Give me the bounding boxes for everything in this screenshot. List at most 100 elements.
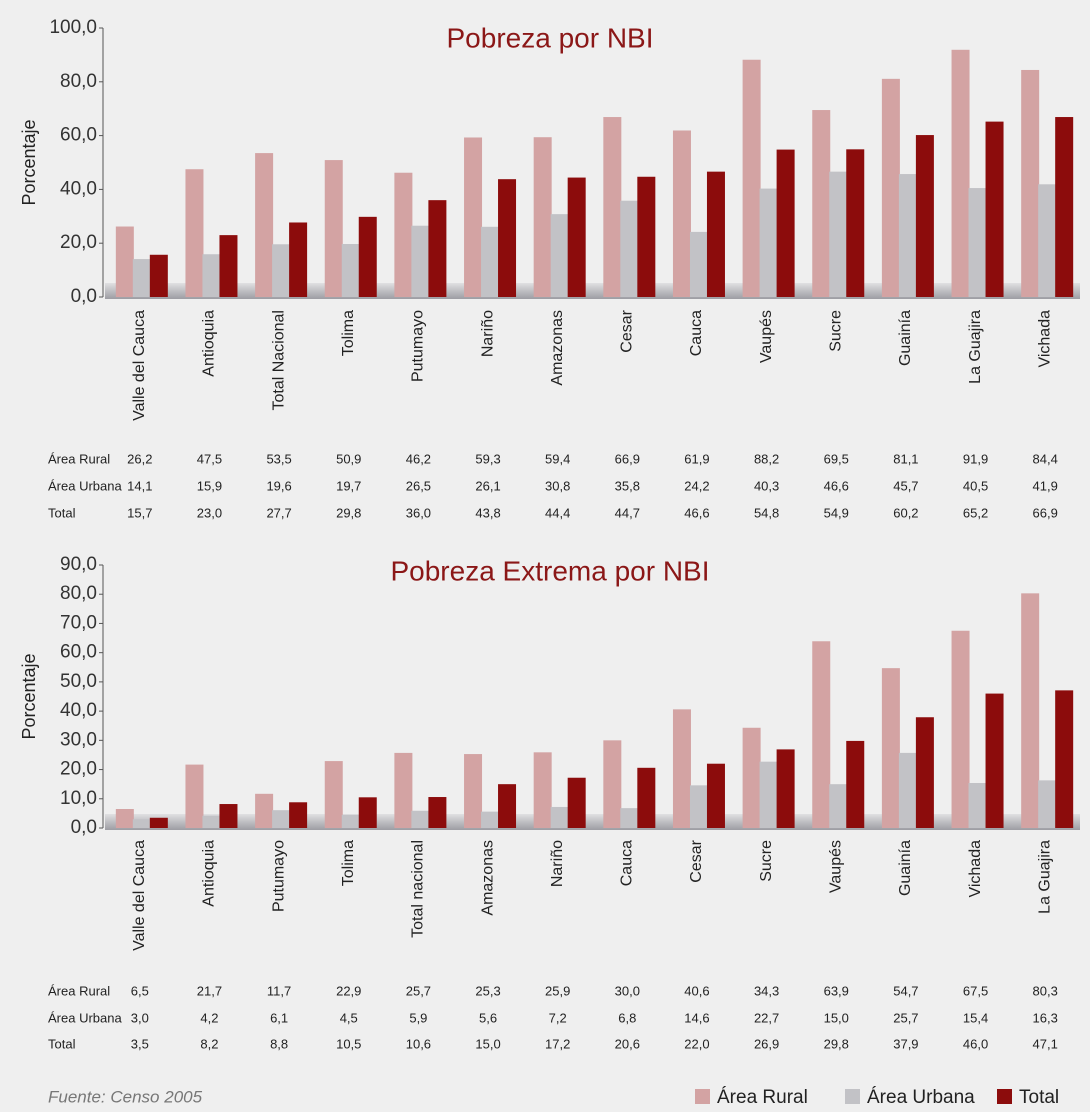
table-cell: 46,6 bbox=[824, 478, 849, 493]
table-cell: 6,8 bbox=[618, 1010, 636, 1025]
table-row-label: Total bbox=[48, 505, 76, 520]
bar bbox=[846, 740, 865, 828]
bar bbox=[829, 784, 848, 828]
y-tick-label: 0,0 bbox=[71, 286, 97, 307]
bar bbox=[428, 200, 447, 297]
bar bbox=[1038, 780, 1057, 828]
x-tick-label: Sucre bbox=[827, 310, 844, 352]
table-cell: 45,7 bbox=[893, 478, 918, 493]
x-tick-label: Total Nacional bbox=[270, 310, 287, 411]
table-cell: 19,7 bbox=[336, 478, 361, 493]
bar bbox=[915, 135, 934, 297]
table-cell: 15,0 bbox=[824, 1010, 849, 1025]
bar bbox=[411, 810, 430, 828]
bar bbox=[812, 641, 831, 828]
table-cell: 25,9 bbox=[545, 983, 570, 998]
table-cell: 27,7 bbox=[266, 505, 291, 520]
bar bbox=[637, 176, 656, 297]
table-cell: 59,3 bbox=[475, 451, 500, 466]
bar bbox=[464, 754, 483, 828]
table-cell: 69,5 bbox=[824, 451, 849, 466]
y-tick-label: 60,0 bbox=[60, 125, 97, 146]
table-cell: 6,1 bbox=[270, 1010, 288, 1025]
table-cell: 66,9 bbox=[615, 451, 640, 466]
y-tick-label: 60,0 bbox=[60, 642, 97, 663]
table-cell: 59,4 bbox=[545, 451, 570, 466]
bar bbox=[341, 814, 360, 828]
table-cell: 23,0 bbox=[197, 505, 222, 520]
table-cell: 6,5 bbox=[131, 983, 149, 998]
bar bbox=[689, 785, 708, 828]
bar bbox=[567, 777, 586, 828]
bar bbox=[776, 149, 795, 297]
table-cell: 22,0 bbox=[684, 1036, 709, 1051]
x-tick-label: Guainía bbox=[897, 310, 914, 366]
table-cell: 8,2 bbox=[200, 1036, 218, 1051]
table-cell: 84,4 bbox=[1033, 451, 1058, 466]
y-tick-label: 40,0 bbox=[60, 700, 97, 721]
table-cell: 15,7 bbox=[127, 505, 152, 520]
y-axis-label: Porcentaje bbox=[19, 119, 39, 205]
table-row-label: Total bbox=[48, 1036, 76, 1051]
bar bbox=[149, 254, 168, 297]
y-tick-label: 90,0 bbox=[60, 554, 97, 575]
bar bbox=[812, 110, 831, 297]
chart-title: Pobreza por NBI bbox=[447, 22, 654, 53]
x-tick-label: Amazonas bbox=[549, 310, 566, 386]
source-note: Fuente: Censo 2005 bbox=[48, 1087, 203, 1106]
table-cell: 11,7 bbox=[267, 983, 291, 998]
legend-swatch bbox=[845, 1089, 860, 1104]
bar bbox=[567, 177, 586, 297]
legend-label: Total bbox=[1019, 1087, 1059, 1108]
y-tick-label: 20,0 bbox=[60, 232, 97, 253]
table-cell: 44,7 bbox=[615, 505, 640, 520]
bar bbox=[115, 809, 134, 828]
table-cell: 41,9 bbox=[1033, 478, 1058, 493]
table-row-label: Área Urbana bbox=[48, 1010, 122, 1025]
legend-label: Área Urbana bbox=[867, 1087, 975, 1108]
table-cell: 50,9 bbox=[336, 451, 361, 466]
bar bbox=[620, 200, 639, 297]
y-tick-label: 0,0 bbox=[71, 817, 97, 838]
x-tick-label: La Guajira bbox=[967, 310, 984, 384]
table-cell: 40,6 bbox=[684, 983, 709, 998]
bar bbox=[742, 59, 761, 297]
x-tick-label: Valle del Cauca bbox=[131, 840, 148, 951]
bar bbox=[394, 172, 413, 297]
bar bbox=[185, 169, 204, 297]
bar bbox=[689, 231, 708, 297]
table-cell: 46,0 bbox=[963, 1036, 988, 1051]
table-cell: 22,9 bbox=[336, 983, 361, 998]
bar bbox=[550, 214, 569, 297]
x-tick-label: La Guajira bbox=[1036, 840, 1053, 914]
bar bbox=[132, 259, 151, 297]
bar bbox=[533, 137, 552, 297]
table-cell: 19,6 bbox=[266, 478, 291, 493]
table-cell: 7,2 bbox=[549, 1010, 567, 1025]
bar bbox=[985, 121, 1004, 297]
x-tick-label: Tolima bbox=[340, 840, 357, 886]
table-cell: 40,5 bbox=[963, 478, 988, 493]
bar bbox=[846, 149, 865, 297]
table-cell: 8,8 bbox=[270, 1036, 288, 1051]
bar bbox=[255, 153, 274, 297]
table-cell: 14,6 bbox=[684, 1010, 709, 1025]
table-cell: 53,5 bbox=[266, 451, 291, 466]
bar bbox=[115, 226, 134, 297]
bar bbox=[898, 752, 917, 828]
table-cell: 67,5 bbox=[963, 983, 988, 998]
x-tick-label: Amazonas bbox=[479, 840, 496, 916]
x-tick-label: Antioquia bbox=[201, 310, 218, 377]
bar bbox=[219, 235, 238, 297]
bar bbox=[411, 225, 430, 297]
table-cell: 25,7 bbox=[893, 1010, 918, 1025]
bar bbox=[255, 793, 274, 828]
table-cell: 17,2 bbox=[545, 1036, 570, 1051]
table-cell: 26,9 bbox=[754, 1036, 779, 1051]
table-cell: 40,3 bbox=[754, 478, 779, 493]
bar bbox=[968, 188, 987, 297]
x-tick-label: Valle del Cauca bbox=[131, 310, 148, 421]
bar bbox=[1055, 117, 1074, 297]
bar bbox=[672, 130, 691, 297]
chart-title: Pobreza Extrema por NBI bbox=[390, 555, 709, 586]
